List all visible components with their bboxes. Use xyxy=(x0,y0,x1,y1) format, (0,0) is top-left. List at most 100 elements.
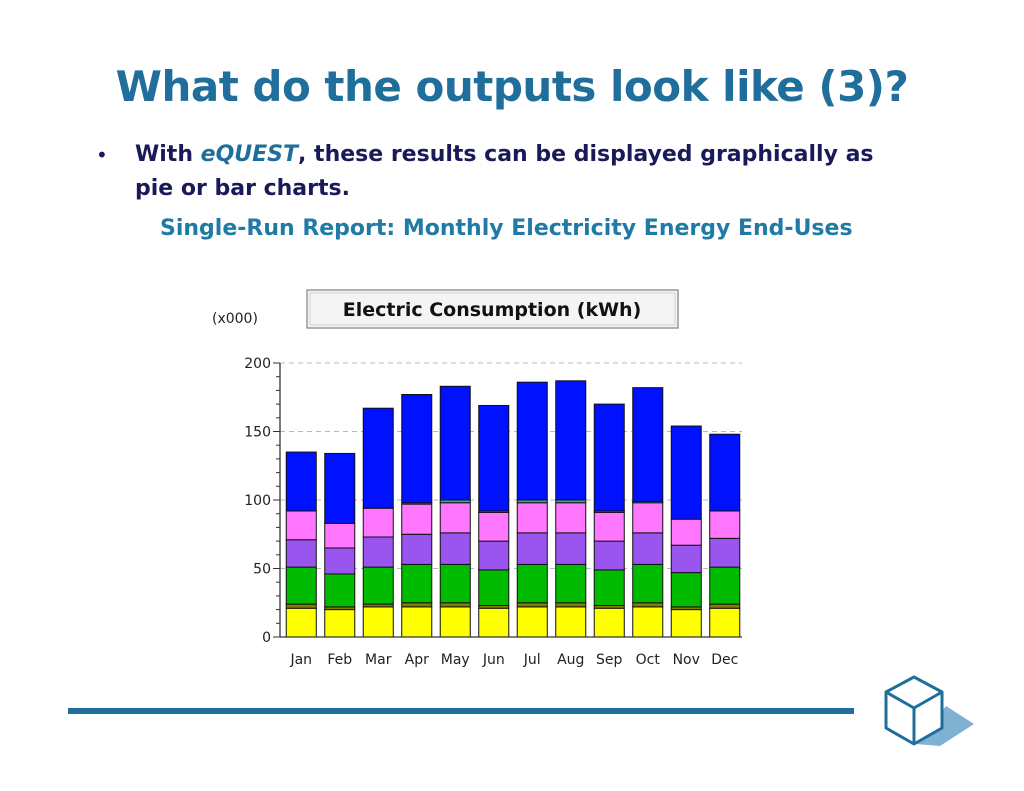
bar-segment xyxy=(593,607,625,638)
tick-labels: Jan Feb Mar Apr May Jun Jul Aug Sep Oct Nov Dec 0 50 1… xyxy=(244,356,738,668)
bar-segment xyxy=(324,522,356,549)
bar-segment xyxy=(632,387,664,502)
x-tick-label: Jan xyxy=(289,652,312,668)
bar-segment xyxy=(632,602,664,608)
bar-segment xyxy=(362,606,394,638)
y-tick-label: 200 xyxy=(244,356,271,372)
bar-segment xyxy=(401,606,433,638)
bar-segment xyxy=(516,606,548,638)
bar-segment xyxy=(285,539,317,568)
y-tick-label: 0 xyxy=(262,630,271,646)
bar-segment xyxy=(439,385,471,501)
bar-segment xyxy=(670,518,702,546)
chart-title-box: Electric Consumption (kWh) xyxy=(306,289,679,329)
bar-segment xyxy=(324,573,356,608)
bar-segment xyxy=(709,537,741,568)
bar-segment xyxy=(593,569,625,606)
chart-title: Electric Consumption (kWh) xyxy=(343,299,642,321)
bar-segment xyxy=(709,566,741,605)
stacked-bar-chart: Electric Consumption (kWh) (x000) Jan Feb… xyxy=(212,289,742,668)
x-tick-label: Oct xyxy=(636,652,661,668)
bar-segment xyxy=(709,510,741,539)
bar-segment xyxy=(324,452,356,524)
bar-segment xyxy=(555,380,587,501)
bar-segment xyxy=(632,502,664,534)
bar-segment xyxy=(285,451,317,512)
x-tick-label: Feb xyxy=(327,652,352,668)
bar-segment xyxy=(439,563,471,604)
bar-segment xyxy=(362,536,394,568)
x-tick-label: May xyxy=(441,652,470,668)
bullet-suffix: , these results can be displayed graphic… xyxy=(135,142,874,201)
x-tick-label: Jun xyxy=(482,652,505,668)
bar-segment xyxy=(478,540,510,571)
bullet-prefix: With xyxy=(135,142,201,167)
bar-segment xyxy=(401,602,433,608)
bottom-rule xyxy=(68,708,854,714)
bar-segment xyxy=(516,381,548,501)
y-tick-label: 50 xyxy=(253,562,271,578)
x-tick-label: Dec xyxy=(711,652,738,668)
bar-segment xyxy=(516,502,548,534)
bar-segment xyxy=(555,532,587,565)
x-tick-label: Nov xyxy=(673,652,700,668)
bar-segment xyxy=(516,602,548,608)
bar-segment xyxy=(324,609,356,638)
bar-segment xyxy=(516,532,548,565)
bar-segment xyxy=(362,507,394,538)
axes xyxy=(273,362,742,638)
bar-segment xyxy=(478,404,510,512)
bars xyxy=(285,380,741,638)
bar-segment xyxy=(670,609,702,638)
bar-segment xyxy=(362,566,394,605)
bullet-dot: • xyxy=(96,143,108,167)
bar-segment xyxy=(401,394,433,504)
bar-segment xyxy=(670,425,702,520)
x-tick-label: Mar xyxy=(365,652,392,668)
bar-segment xyxy=(593,540,625,571)
y-tick-label: 150 xyxy=(244,425,271,441)
bar-segment xyxy=(709,607,741,638)
grid-lines xyxy=(280,362,742,569)
chart-title-frame xyxy=(306,289,679,329)
cube-logo-icon xyxy=(884,675,974,746)
bar-segment xyxy=(285,607,317,638)
bullet-text: With eQUEST, these results can be displa… xyxy=(135,138,905,206)
bar-segment xyxy=(709,603,741,609)
bar-segment xyxy=(439,602,471,608)
x-tick-label: Aug xyxy=(557,652,584,668)
x-tick-label: Sep xyxy=(596,652,623,668)
bar-segment xyxy=(670,544,702,574)
bar-segment xyxy=(516,563,548,604)
bar-segment xyxy=(401,503,433,535)
x-tick-label: Jul xyxy=(523,652,541,668)
bar-segment xyxy=(478,569,510,606)
bar-segment xyxy=(670,572,702,608)
bar-segment xyxy=(439,606,471,638)
slide-subtitle: Single-Run Report: Monthly Electricity E… xyxy=(160,216,853,241)
bar-segment xyxy=(478,511,510,542)
x-tick-label: Apr xyxy=(405,652,429,668)
bar-segment xyxy=(555,602,587,608)
y-unit-label: (x000) xyxy=(212,311,258,327)
bar-segment xyxy=(401,563,433,604)
bar-segment xyxy=(632,606,664,638)
bar-segment xyxy=(439,502,471,534)
bar-segment xyxy=(324,547,356,575)
bar-segment xyxy=(285,510,317,541)
bar-segment xyxy=(285,566,317,605)
bar-segment xyxy=(555,563,587,604)
bullet-emphasis: eQUEST xyxy=(200,142,299,167)
bar-segment xyxy=(632,532,664,565)
bar-segment xyxy=(709,433,741,512)
bar-segment xyxy=(555,502,587,534)
bar-segment xyxy=(362,407,394,509)
chart-title-inner xyxy=(309,292,676,326)
bar-segment xyxy=(401,533,433,565)
bar-segment xyxy=(439,532,471,565)
bar-segment xyxy=(593,403,625,512)
bar-segment xyxy=(632,563,664,604)
bar-segment xyxy=(478,607,510,638)
y-tick-label: 100 xyxy=(244,493,271,509)
bar-segment xyxy=(555,606,587,638)
